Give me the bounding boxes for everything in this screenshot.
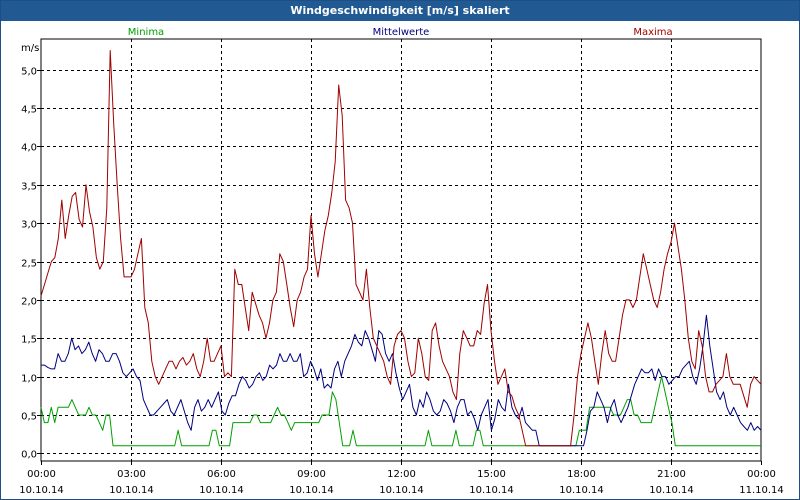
x-tick-time: 21:00 (657, 469, 686, 480)
x-tick-date: 10.10.14 (109, 485, 154, 496)
legend-mittelwerte: Mittelwerte (373, 27, 430, 38)
y-tick-label: 1,0 (21, 374, 37, 385)
x-tick-time: 18:00 (567, 469, 596, 480)
x-tick-time: 06:00 (207, 469, 236, 480)
window-title: Windgeschwindigkeit [m/s] skaliert (1, 1, 799, 21)
y-axis-unit: m/s (21, 43, 39, 54)
series-lines (40, 50, 762, 447)
x-tick-date: 10.10.14 (649, 485, 694, 496)
y-tick-label: 1,5 (21, 335, 37, 346)
grid (40, 38, 762, 462)
x-tick-time: 12:00 (387, 469, 416, 480)
legend-maxima: Maxima (633, 27, 672, 38)
x-tick-date: 10.10.14 (379, 485, 424, 496)
legend-minima: Minima (128, 27, 164, 38)
x-tick-date: 10.10.14 (559, 485, 604, 496)
series-line-minima (40, 376, 761, 447)
x-tick-time: 15:00 (477, 469, 506, 480)
x-tick-time: 00:00 (747, 469, 776, 480)
y-tick-label: 3,5 (21, 182, 37, 193)
y-tick-label: 3,0 (21, 220, 37, 231)
y-tick-label: 2,5 (21, 259, 37, 270)
x-tick-time: 03:00 (117, 469, 146, 480)
series-line-maxima (40, 50, 762, 447)
x-tick-date: 10.10.14 (19, 485, 64, 496)
series-line-mittelwerte (41, 314, 762, 447)
y-tick-label: 0,0 (21, 450, 37, 461)
x-tick-date: 10.10.14 (289, 485, 334, 496)
y-tick-label: 5,0 (21, 67, 37, 78)
x-tick-time: 00:00 (27, 469, 56, 480)
x-tick-date: 10.10.14 (469, 485, 514, 496)
wind-speed-chart: 0,0 0,5 1,0 1,5 2,0 2,5 3,0 3,5 4,0 4,5 5,0 m/s 00:0… (19, 27, 784, 496)
legend: Minima Mittelwerte Maxima (128, 27, 673, 38)
y-tick-label: 4,5 (21, 105, 37, 116)
y-tick-label: 4,0 (21, 143, 37, 154)
y-tick-label: 2,0 (21, 297, 37, 308)
y-tick-label: 0,5 (21, 412, 37, 423)
x-tick-date: 10.10.14 (199, 485, 244, 496)
axes: 0,0 0,5 1,0 1,5 2,0 2,5 3,0 3,5 4,0 4,5 5,0 m/s 00:0… (19, 43, 784, 496)
x-tick-time: 09:00 (297, 469, 326, 480)
x-tick-date: 11.10.14 (739, 485, 784, 496)
